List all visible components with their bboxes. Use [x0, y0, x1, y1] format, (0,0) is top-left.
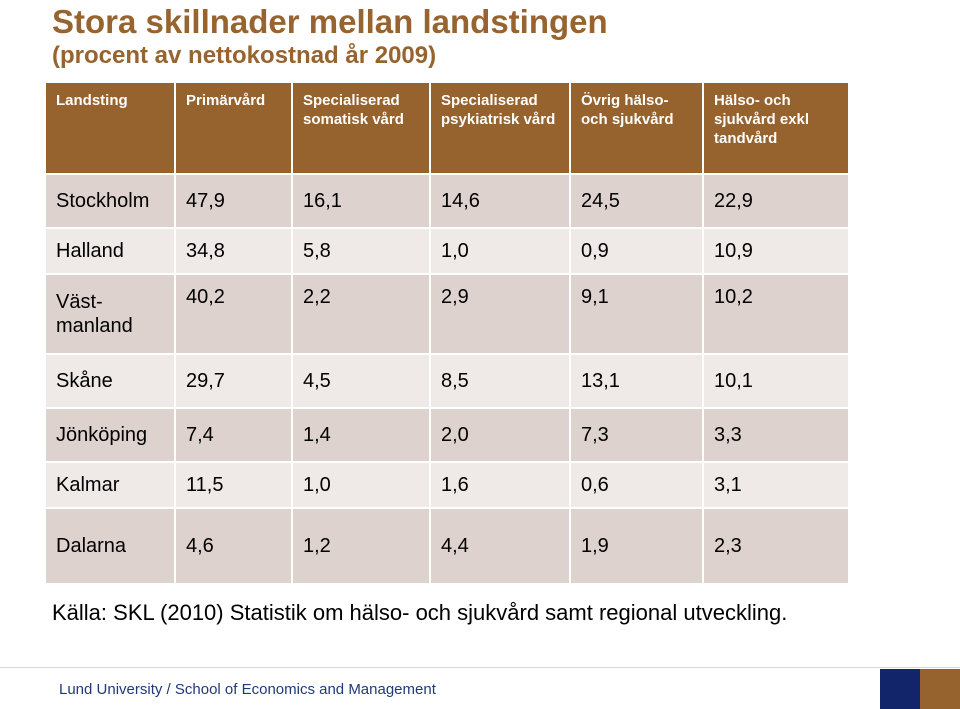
- value-cell: 40,2: [176, 275, 293, 355]
- value-cell: 47,9: [176, 175, 293, 229]
- value-cell: 5,8: [293, 229, 431, 275]
- value-cell: 10,2: [704, 275, 848, 355]
- value-cell: 0,9: [571, 229, 704, 275]
- header-ovrig-halso-sjukvard: Övrig hälso- och sjukvård: [571, 83, 704, 175]
- table-row: Dalarna 4,6 1,2 4,4 1,9 2,3: [46, 509, 848, 585]
- value-cell: 9,1: [571, 275, 704, 355]
- value-cell: 3,3: [704, 409, 848, 463]
- region-name: Skåne: [46, 355, 176, 409]
- header-halso-sjukvard-exkl-tandvard: Hälso- och sjukvård exkl tandvård: [704, 83, 848, 175]
- table-row: Stockholm 47,9 16,1 14,6 24,5 22,9: [46, 175, 848, 229]
- cost-table: Landsting Primärvård Specialiserad somat…: [46, 83, 848, 585]
- footer-divider: [0, 667, 960, 668]
- header-landsting: Landsting: [46, 83, 176, 175]
- logo-brown-block: [920, 669, 960, 709]
- value-cell: 4,5: [293, 355, 431, 409]
- value-cell: 2,2: [293, 275, 431, 355]
- value-cell: 24,5: [571, 175, 704, 229]
- value-cell: 1,9: [571, 509, 704, 585]
- region-name: Väst-manland: [46, 275, 176, 355]
- value-cell: 1,0: [293, 463, 431, 509]
- slide-subtitle: (procent av nettokostnad år 2009): [52, 42, 437, 69]
- region-name: Halland: [46, 229, 176, 275]
- header-primarvard: Primärvård: [176, 83, 293, 175]
- value-cell: 22,9: [704, 175, 848, 229]
- value-cell: 8,5: [431, 355, 571, 409]
- value-cell: 4,6: [176, 509, 293, 585]
- value-cell: 2,9: [431, 275, 571, 355]
- footer-institution: Lund University / School of Economics an…: [59, 681, 436, 698]
- value-cell: 11,5: [176, 463, 293, 509]
- value-cell: 34,8: [176, 229, 293, 275]
- region-name: Stockholm: [46, 175, 176, 229]
- region-name: Kalmar: [46, 463, 176, 509]
- value-cell: 1,0: [431, 229, 571, 275]
- value-cell: 7,3: [571, 409, 704, 463]
- value-cell: 29,7: [176, 355, 293, 409]
- table-header-row: Landsting Primärvård Specialiserad somat…: [46, 83, 848, 175]
- value-cell: 2,0: [431, 409, 571, 463]
- value-cell: 1,2: [293, 509, 431, 585]
- header-specialiserad-somatisk: Specialiserad somatisk vård: [293, 83, 431, 175]
- value-cell: 14,6: [431, 175, 571, 229]
- table-row: Kalmar 11,5 1,0 1,6 0,6 3,1: [46, 463, 848, 509]
- value-cell: 7,4: [176, 409, 293, 463]
- value-cell: 1,6: [431, 463, 571, 509]
- value-cell: 13,1: [571, 355, 704, 409]
- value-cell: 10,1: [704, 355, 848, 409]
- value-cell: 2,3: [704, 509, 848, 585]
- table-row: Skåne 29,7 4,5 8,5 13,1 10,1: [46, 355, 848, 409]
- table-row: Väst-manland 40,2 2,2 2,9 9,1 10,2: [46, 275, 848, 355]
- value-cell: 3,1: [704, 463, 848, 509]
- table-row: Halland 34,8 5,8 1,0 0,9 10,9: [46, 229, 848, 275]
- value-cell: 16,1: [293, 175, 431, 229]
- table-row: Jönköping 7,4 1,4 2,0 7,3 3,3: [46, 409, 848, 463]
- logo-blue-block: [880, 669, 920, 709]
- value-cell: 0,6: [571, 463, 704, 509]
- source-note: Källa: SKL (2010) Statistik om hälso- oc…: [52, 600, 788, 625]
- header-specialiserad-psykiatrisk: Specialiserad psykiatrisk vård: [431, 83, 571, 175]
- value-cell: 4,4: [431, 509, 571, 585]
- region-name: Jönköping: [46, 409, 176, 463]
- slide-title: Stora skillnader mellan landstingen: [52, 3, 608, 40]
- value-cell: 10,9: [704, 229, 848, 275]
- region-name: Dalarna: [46, 509, 176, 585]
- value-cell: 1,4: [293, 409, 431, 463]
